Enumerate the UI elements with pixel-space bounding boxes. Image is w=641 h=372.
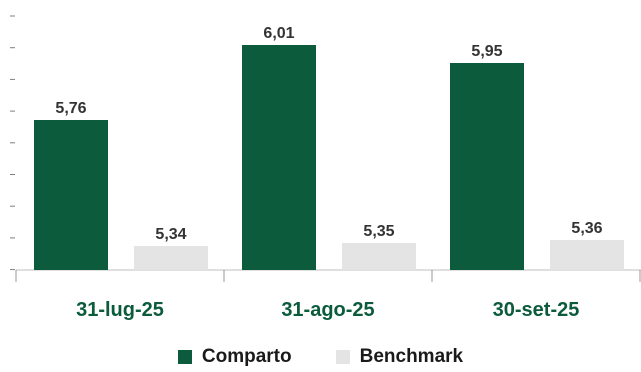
legend-label-comparto: Comparto [201,346,292,367]
value-label-comparto-31-lug-25: 5,76 [55,100,86,117]
legend-label-benchmark: Benchmark [359,346,464,367]
x-axis-ticks [15,270,641,282]
category-label-31-lug-25: 31-lug-25 [76,299,164,321]
category-label-31-ago-25: 31-ago-25 [281,299,374,321]
y-axis-ticks [10,15,15,271]
bar-benchmark-31-ago-25 [342,243,416,270]
value-label-comparto-30-set-25: 5,95 [471,43,502,60]
value-label-benchmark-31-ago-25: 5,35 [363,223,394,240]
bar-benchmark-31-lug-25 [134,246,208,270]
value-labels: 5,76 6,01 5,95 5,34 5,35 5,36 [55,25,602,243]
bar-comparto-31-ago-25 [242,45,316,270]
value-label-benchmark-31-lug-25: 5,34 [155,226,186,243]
legend: Comparto Benchmark [0,344,641,370]
legend-swatch-benchmark [335,350,350,364]
legend-swatch-comparto [177,350,192,364]
bars-group [34,45,624,270]
legend-item-comparto: Comparto [177,346,292,368]
value-label-comparto-31-ago-25: 6,01 [263,25,294,42]
bar-comparto-30-set-25 [450,63,524,270]
category-label-30-set-25: 30-set-25 [493,299,580,321]
bar-chart: 5,76 6,01 5,95 5,34 5,35 5,36 31-lug-25 31-ago… [10,15,641,321]
legend-item-benchmark: Benchmark [335,346,464,368]
value-label-benchmark-30-set-25: 5,36 [571,220,602,237]
bar-benchmark-30-set-25 [550,240,624,270]
category-labels: 31-lug-25 31-ago-25 30-set-25 [76,299,579,321]
bar-comparto-31-lug-25 [34,120,108,270]
